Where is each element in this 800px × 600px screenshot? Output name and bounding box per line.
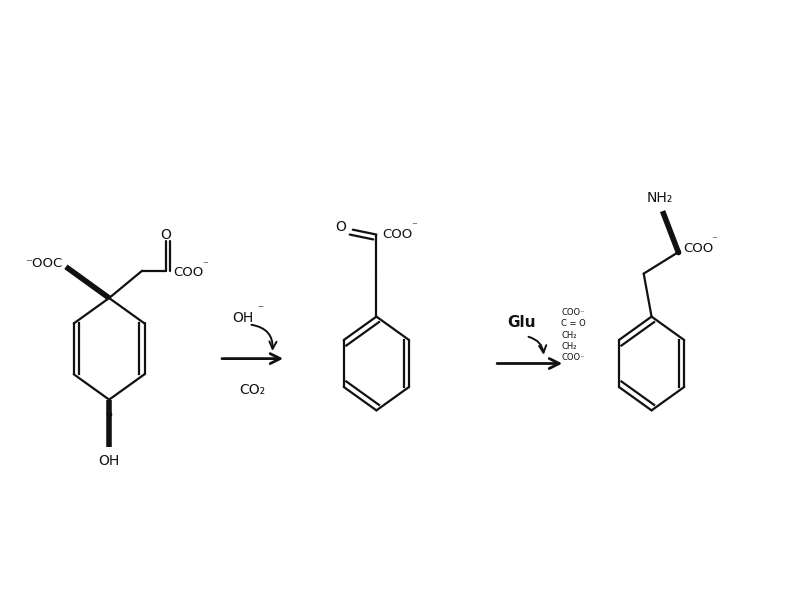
Text: COO⁻: COO⁻ (561, 353, 585, 362)
Text: OH: OH (98, 454, 120, 469)
Text: ⁻: ⁻ (711, 235, 717, 245)
Text: COO: COO (683, 242, 714, 255)
Text: ⁻: ⁻ (258, 303, 263, 316)
Text: COO: COO (174, 266, 204, 279)
Text: CH₂: CH₂ (561, 342, 577, 351)
Text: COO⁻: COO⁻ (561, 308, 585, 317)
Text: NH₂: NH₂ (646, 191, 673, 205)
Text: ⁻: ⁻ (411, 222, 417, 232)
Text: ⁻: ⁻ (202, 260, 208, 270)
Text: CH₂: CH₂ (561, 331, 577, 340)
Text: CO₂: CO₂ (239, 383, 266, 397)
Text: ⁻OOC: ⁻OOC (26, 257, 62, 271)
Text: C = O: C = O (561, 319, 586, 328)
Text: O: O (160, 227, 171, 242)
Text: Glu: Glu (507, 315, 536, 330)
Text: OH: OH (233, 311, 254, 325)
Text: COO: COO (382, 228, 413, 241)
Text: O: O (336, 220, 346, 234)
